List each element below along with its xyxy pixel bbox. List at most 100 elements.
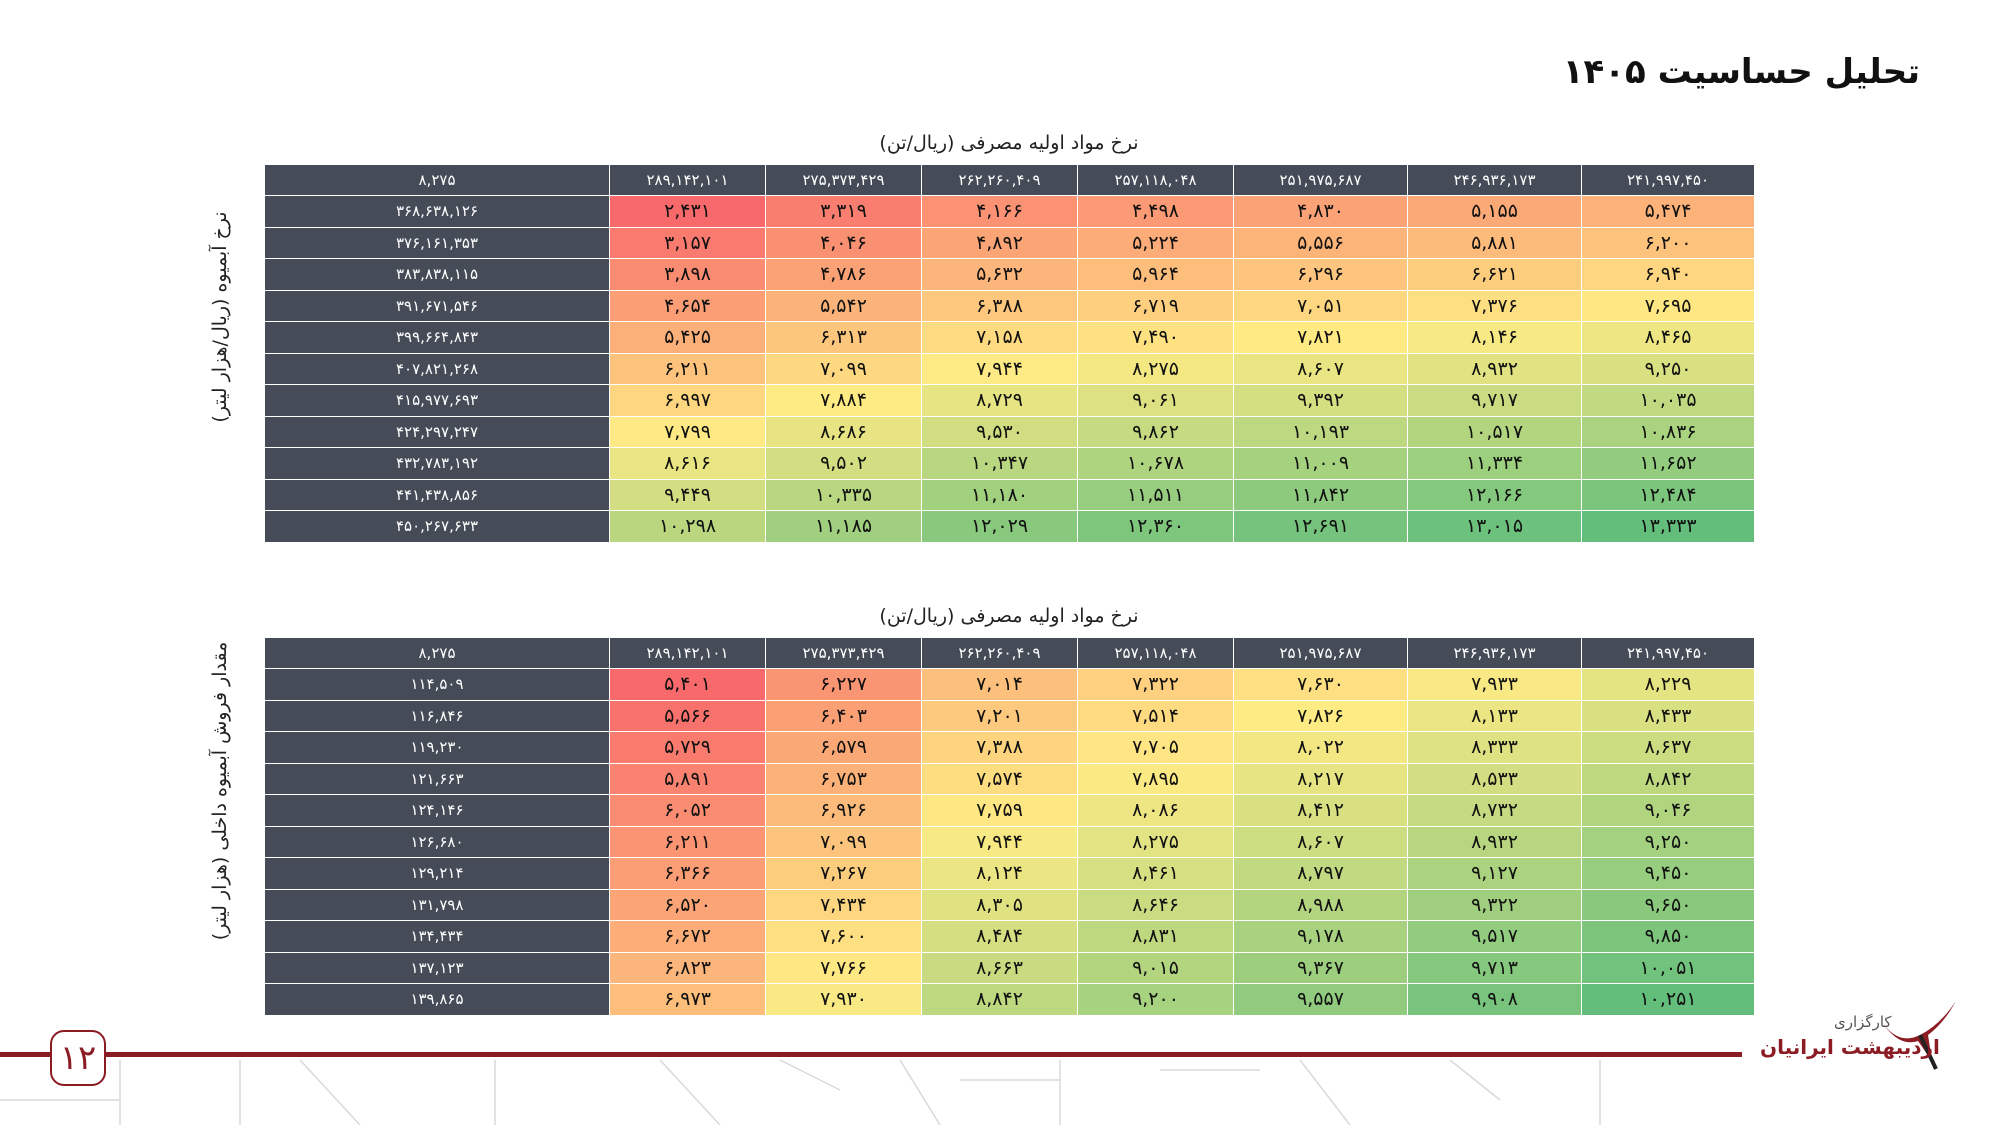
table-row: ۱۱۶,۸۴۶ ۵,۵۶۶ ۶,۴۰۳ ۷,۲۰۱ ۷,۵۱۴ ۷,۸۲۶ ۸,۱۳۳ ۸,۴… bbox=[264, 699, 1755, 732]
heatmap-cell: ۱۲,۱۶۶ bbox=[1407, 478, 1582, 511]
column-header: ۲۴۶,۹۳۶,۱۷۳ bbox=[1407, 164, 1582, 196]
heatmap-cell: ۸,۳۰۵ bbox=[921, 888, 1078, 921]
heatmap-cell: ۸,۱۴۶ bbox=[1407, 321, 1582, 354]
heatmap-cell: ۱۰,۰۳۵ bbox=[1581, 384, 1755, 417]
column-header: ۲۴۱,۹۹۷,۴۵۰ bbox=[1581, 637, 1755, 669]
column-header: ۲۵۷,۱۱۸,۰۴۸ bbox=[1077, 637, 1234, 669]
heatmap-cell: ۶,۹۲۶ bbox=[765, 794, 922, 827]
heatmap-cell: ۳,۳۱۹ bbox=[765, 195, 922, 228]
heatmap-cell: ۹,۵۵۷ bbox=[1233, 983, 1408, 1016]
heatmap-cell: ۶,۴۰۳ bbox=[765, 699, 922, 732]
heatmap-cell: ۷,۹۴۴ bbox=[921, 352, 1078, 385]
heatmap-cell: ۹,۳۲۲ bbox=[1407, 888, 1582, 921]
table-row: ۱۲۶,۶۸۰ ۶,۲۱۱ ۷,۰۹۹ ۷,۹۴۴ ۸,۲۷۵ ۸,۶۰۷ ۸,۹۳۲ ۹,۲… bbox=[264, 825, 1755, 858]
heatmap-cell: ۸,۱۲۴ bbox=[921, 857, 1078, 890]
heatmap-cell: ۵,۸۸۱ bbox=[1407, 226, 1582, 259]
heatmap-cell: ۵,۸۹۱ bbox=[609, 762, 766, 795]
heatmap-cell: ۸,۴۳۳ bbox=[1581, 699, 1755, 732]
column-header: ۲۷۵,۳۷۳,۴۲۹ bbox=[765, 164, 922, 196]
heatmap-cell: ۵,۱۵۵ bbox=[1407, 195, 1582, 228]
heatmap-cell: ۹,۳۶۷ bbox=[1233, 951, 1408, 984]
heatmap-cell: ۸,۰۲۲ bbox=[1233, 731, 1408, 764]
heatmap-cell: ۸,۶۶۳ bbox=[921, 951, 1078, 984]
row-header: ۳۹۱,۶۷۱,۵۴۶ bbox=[264, 289, 610, 322]
row-header: ۴۲۴,۲۹۷,۲۴۷ bbox=[264, 415, 610, 448]
column-header: ۲۴۶,۹۳۶,۱۷۳ bbox=[1407, 637, 1582, 669]
heatmap-cell: ۶,۹۹۷ bbox=[609, 384, 766, 417]
table-row: ۴۲۴,۲۹۷,۲۴۷ ۷,۷۹۹ ۸,۶۸۶ ۹,۵۳۰ ۹,۸۶۲ ۱۰,۱۹۳ ۱۰,… bbox=[264, 415, 1755, 448]
table-row: ۳۷۶,۱۶۱,۳۵۳ ۳,۱۵۷ ۴,۰۴۶ ۴,۸۹۲ ۵,۲۲۴ ۵,۵۵۶ ۵,۸۸… bbox=[264, 226, 1755, 259]
heatmap-cell: ۷,۷۰۵ bbox=[1077, 731, 1234, 764]
row-header: ۱۲۱,۶۶۳ bbox=[264, 762, 610, 795]
heatmap-cell: ۹,۷۱۷ bbox=[1407, 384, 1582, 417]
heatmap-cell: ۷,۹۳۰ bbox=[765, 983, 922, 1016]
row-header: ۴۱۵,۹۷۷,۶۹۳ bbox=[264, 384, 610, 417]
heatmap-cell: ۴,۸۳۰ bbox=[1233, 195, 1408, 228]
table-row: ۴۴۱,۴۳۸,۸۵۶ ۹,۴۴۹ ۱۰,۳۳۵ ۱۱,۱۸۰ ۱۱,۵۱۱ ۱۱,۸۴۲… bbox=[264, 478, 1755, 511]
heatmap-cell: ۶,۲۰۰ bbox=[1581, 226, 1755, 259]
table-row: ۱۲۱,۶۶۳ ۵,۸۹۱ ۶,۷۵۳ ۷,۵۷۴ ۷,۸۹۵ ۸,۲۱۷ ۸,۵۳۳ ۸,۸… bbox=[264, 762, 1755, 795]
heatmap-cell: ۷,۶۰۰ bbox=[765, 920, 922, 953]
column-header: ۲۶۲,۲۶۰,۴۰۹ bbox=[921, 164, 1078, 196]
row-header: ۴۵۰,۲۶۷,۶۳۳ bbox=[264, 510, 610, 543]
heatmap-cell: ۱۰,۳۳۵ bbox=[765, 478, 922, 511]
heatmap-cell: ۶,۲۹۶ bbox=[1233, 258, 1408, 291]
heatmap-cell: ۱۱,۵۱۱ bbox=[1077, 478, 1234, 511]
heatmap-cell: ۱۳,۰۱۵ bbox=[1407, 510, 1582, 543]
heatmap-cell: ۹,۰۴۶ bbox=[1581, 794, 1755, 827]
row-header: ۱۲۶,۶۸۰ bbox=[264, 825, 610, 858]
heatmap-cell: ۵,۹۶۴ bbox=[1077, 258, 1234, 291]
table-header-row: ۸,۲۷۵ ۲۸۹,۱۴۲,۱۰۱ ۲۷۵,۳۷۳,۴۲۹ ۲۶۲,۲۶۰,۴۰۹ ۲۵… bbox=[264, 637, 1755, 669]
row-header: ۱۳۴,۴۳۴ bbox=[264, 920, 610, 953]
row-header: ۱۳۷,۱۲۳ bbox=[264, 951, 610, 984]
heatmap-cell: ۷,۸۲۶ bbox=[1233, 699, 1408, 732]
heatmap-cell: ۸,۲۲۹ bbox=[1581, 668, 1755, 701]
heatmap-cell: ۱۰,۲۵۱ bbox=[1581, 983, 1755, 1016]
heatmap-cell: ۸,۲۷۵ bbox=[1077, 825, 1234, 858]
heatmap-cell: ۶,۹۷۳ bbox=[609, 983, 766, 1016]
heatmap-cell: ۸,۴۶۵ bbox=[1581, 321, 1755, 354]
column-header: ۲۸۹,۱۴۲,۱۰۱ bbox=[609, 164, 766, 196]
heatmap-cell: ۱۲,۰۲۹ bbox=[921, 510, 1078, 543]
column-header: ۲۵۱,۹۷۵,۶۸۷ bbox=[1233, 637, 1408, 669]
heatmap-cell: ۶,۰۵۲ bbox=[609, 794, 766, 827]
table-row: ۴۵۰,۲۶۷,۶۳۳ ۱۰,۲۹۸ ۱۱,۱۸۵ ۱۲,۰۲۹ ۱۲,۳۶۰ ۱۲,۶۹… bbox=[264, 510, 1755, 543]
corner-value: ۸,۲۷۵ bbox=[264, 637, 610, 669]
heatmap-cell: ۹,۰۶۱ bbox=[1077, 384, 1234, 417]
row-header: ۴۳۲,۷۸۳,۱۹۲ bbox=[264, 447, 610, 480]
corner-value: ۸,۲۷۵ bbox=[264, 164, 610, 196]
heatmap-cell: ۸,۸۳۱ bbox=[1077, 920, 1234, 953]
heatmap-cell: ۱۰,۲۹۸ bbox=[609, 510, 766, 543]
heatmap-cell: ۸,۴۱۲ bbox=[1233, 794, 1408, 827]
heatmap-cell: ۷,۲۰۱ bbox=[921, 699, 1078, 732]
heatmap-cell: ۸,۲۱۷ bbox=[1233, 762, 1408, 795]
heatmap-cell: ۷,۵۷۴ bbox=[921, 762, 1078, 795]
heatmap-cell: ۶,۵۲۰ bbox=[609, 888, 766, 921]
row-header: ۱۲۹,۲۱۴ bbox=[264, 857, 610, 890]
heatmap-cell: ۷,۰۱۴ bbox=[921, 668, 1078, 701]
heatmap-cell: ۵,۵۴۲ bbox=[765, 289, 922, 322]
heatmap-cell: ۹,۵۳۰ bbox=[921, 415, 1078, 448]
heatmap-cell: ۷,۰۹۹ bbox=[765, 825, 922, 858]
heatmap-cell: ۷,۶۳۰ bbox=[1233, 668, 1408, 701]
heatmap-cell: ۳,۸۹۸ bbox=[609, 258, 766, 291]
page-title: تحلیل حساسیت ۱۴۰۵ bbox=[1562, 52, 1920, 92]
heatmap-cell: ۱۰,۰۵۱ bbox=[1581, 951, 1755, 984]
table2-column-caption: نرخ مواد اولیه مصرفی (ریال/تن) bbox=[879, 605, 1139, 627]
heatmap-cell: ۹,۸۶۲ bbox=[1077, 415, 1234, 448]
heatmap-cell: ۸,۵۳۳ bbox=[1407, 762, 1582, 795]
column-header: ۲۷۵,۳۷۳,۴۲۹ bbox=[765, 637, 922, 669]
table-row: ۱۱۹,۲۳۰ ۵,۷۲۹ ۶,۵۷۹ ۷,۳۸۸ ۷,۷۰۵ ۸,۰۲۲ ۸,۳۳۳ ۸,۶… bbox=[264, 731, 1755, 764]
heatmap-cell: ۴,۱۶۶ bbox=[921, 195, 1078, 228]
heatmap-cell: ۸,۶۰۷ bbox=[1233, 352, 1408, 385]
heatmap-cell: ۸,۲۷۵ bbox=[1077, 352, 1234, 385]
table-row: ۱۳۹,۸۶۵ ۶,۹۷۳ ۷,۹۳۰ ۸,۸۴۲ ۹,۲۰۰ ۹,۵۵۷ ۹,۹۰۸ ۱۰,… bbox=[264, 983, 1755, 1016]
heatmap-cell: ۸,۶۱۶ bbox=[609, 447, 766, 480]
footer-divider bbox=[0, 1052, 1742, 1057]
heatmap-cell: ۱۰,۱۹۳ bbox=[1233, 415, 1408, 448]
heatmap-cell: ۷,۴۹۰ bbox=[1077, 321, 1234, 354]
table-header-row: ۸,۲۷۵ ۲۸۹,۱۴۲,۱۰۱ ۲۷۵,۳۷۳,۴۲۹ ۲۶۲,۲۶۰,۴۰۹ ۲۵… bbox=[264, 164, 1755, 196]
row-header: ۴۰۷,۸۲۱,۲۶۸ bbox=[264, 352, 610, 385]
sensitivity-table-2: ۸,۲۷۵ ۲۸۹,۱۴۲,۱۰۱ ۲۷۵,۳۷۳,۴۲۹ ۲۶۲,۲۶۰,۴۰۹ ۲۵… bbox=[264, 637, 1755, 1016]
heatmap-cell: ۵,۴۷۴ bbox=[1581, 195, 1755, 228]
